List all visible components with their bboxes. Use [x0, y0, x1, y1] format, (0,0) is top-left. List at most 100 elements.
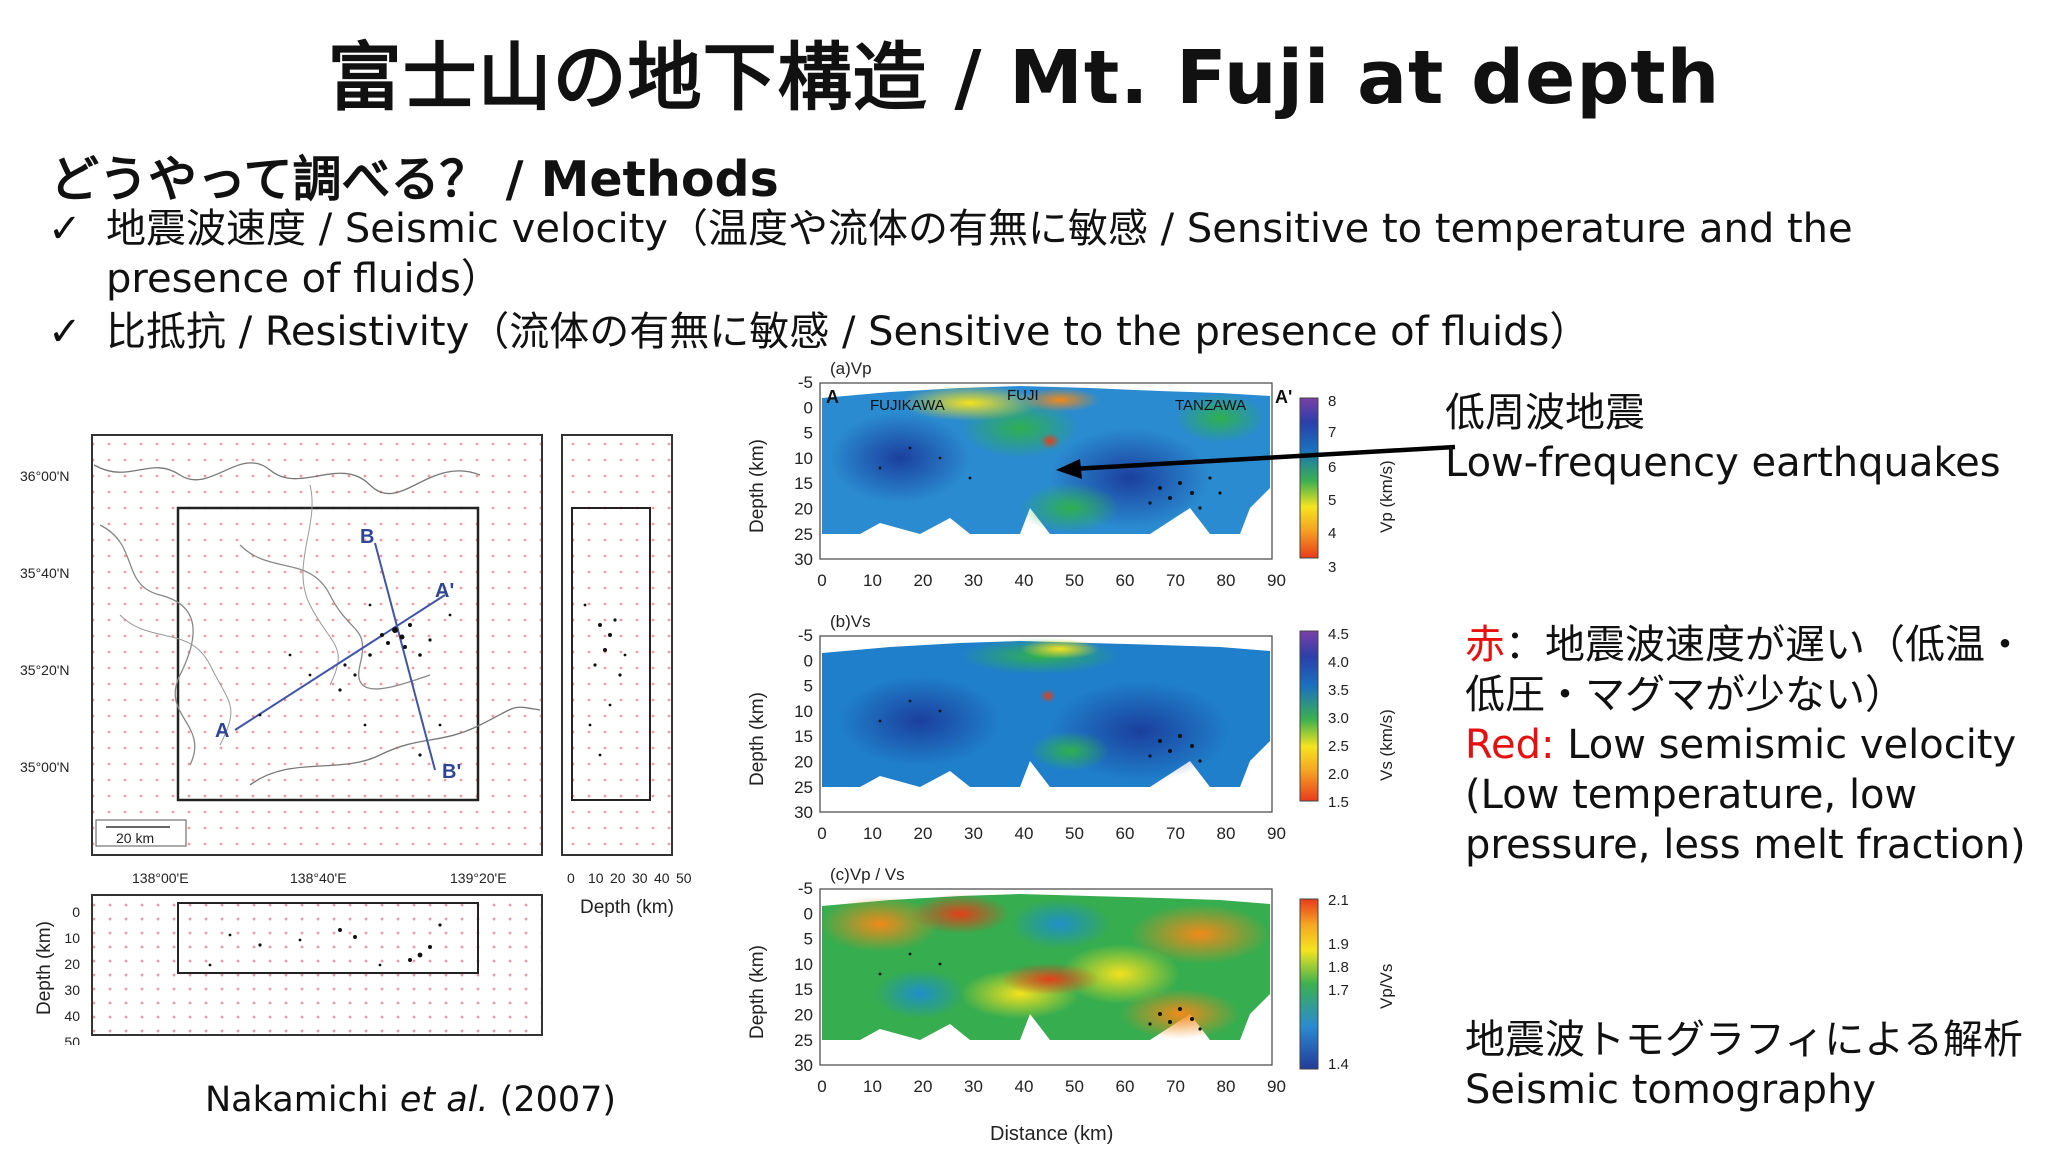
colorbar-label: Vp (km/s): [1377, 460, 1395, 533]
depth-tick: 5: [804, 424, 813, 443]
distance-tick: 30: [964, 1077, 983, 1096]
side-depth-tick: 20: [610, 870, 626, 886]
colorbar-tick: 1.4: [1328, 1056, 1349, 1073]
depth-tick: 0: [804, 651, 813, 670]
bottom-depth-tick: 30: [64, 982, 80, 998]
lon-label: 139°20'E: [450, 870, 507, 886]
bullet-seismic-velocity: ✓ 地震波速度 / Seismic velocity（温度や流体の有無に敏感 /…: [48, 204, 2008, 304]
distance-tick: 60: [1116, 824, 1135, 843]
colorbar-tick: 1.5: [1328, 794, 1349, 811]
distance-tick: 50: [1065, 824, 1084, 843]
ylabel-panel-c: Depth (km): [747, 945, 768, 1039]
map-main-panel: 20 km A A' B B' 36°00'N 35°40'N 35°20'N …: [20, 434, 543, 886]
depth-tick: 20: [794, 500, 813, 519]
distance-tick: 50: [1065, 571, 1084, 590]
lat-label: 36°00'N: [20, 468, 70, 484]
depth-tick: 10: [794, 702, 813, 721]
ylabel-panel-b: Depth (km): [747, 692, 768, 786]
distance-xlabel: Distance (km): [990, 1123, 1113, 1145]
depth-tick: 5: [804, 930, 813, 949]
depth-tick: 5: [804, 677, 813, 696]
panel-label: (b)Vs: [830, 612, 871, 631]
depth-tick: -5: [798, 373, 813, 392]
bullet-text: 地震波速度 / Seismic velocity（温度や流体の有無に敏感 / S…: [106, 206, 1853, 302]
distance-tick: 80: [1217, 571, 1236, 590]
side-depth-tick: 30: [632, 870, 648, 886]
epicenter-map-figure: 20 km A A' B B' 36°00'N 35°40'N 35°20'N …: [20, 434, 692, 1045]
distance-tick: 80: [1217, 1077, 1236, 1096]
place-label-fuji: FUJI: [1007, 387, 1039, 404]
side-depth-tick: 0: [567, 870, 575, 886]
checkmark-icon: ✓: [48, 309, 82, 355]
distance-tick: 10: [863, 571, 882, 590]
point-A-prime-label: A': [435, 580, 454, 602]
depth-tick: 20: [794, 1006, 813, 1025]
distance-tick: 20: [914, 571, 933, 590]
panel-label: (c)Vp / Vs: [830, 865, 905, 884]
tomography-annotation-en: Seismic tomography: [1465, 1067, 1877, 1113]
distance-tick: 30: [964, 571, 983, 590]
map-bottom-depth-panel: 0 10 20 30 40 50 Depth (km): [34, 894, 543, 1045]
point-B-label: B: [360, 526, 374, 548]
distance-tick: 70: [1166, 571, 1185, 590]
point-B-prime-label: B': [442, 761, 461, 783]
distance-tick: 10: [863, 1077, 882, 1096]
lf-pointer-arrow: [1056, 444, 1456, 479]
panel-vpvs: (c)Vp / Vs 2.1 1.9 1.8 1.7 1.4 Vp/Vs: [819, 865, 1395, 1073]
tomography-figure: (a)Vp A A' FUJIKAWA FUJI TANZAWA 8 7 6 5…: [747, 359, 1395, 1145]
methods-heading: どうやって調べる？ / Methods: [50, 151, 779, 208]
distance-tick: 90: [1267, 1077, 1286, 1096]
bottom-depth-tick: 50: [64, 1034, 80, 1045]
distance-tick: 60: [1116, 571, 1135, 590]
colorbar-tick: 4.0: [1328, 654, 1349, 671]
distance-tick: 0: [817, 1077, 826, 1096]
red-annotation: 赤：地震波速度が遅い（低温・低圧・マグマが少ない） Red: Low semis…: [1465, 620, 2043, 870]
colorbar-tick: 1.8: [1328, 959, 1349, 976]
red-label-en: Red:: [1465, 722, 1555, 768]
lon-label: 138°00'E: [132, 870, 189, 886]
depth-tick: 25: [794, 525, 813, 544]
colorbar-tick: 3.5: [1328, 682, 1349, 699]
colorbar-tick: 7: [1328, 424, 1336, 441]
lat-label: 35°40'N: [20, 565, 70, 581]
colorbar-tick: 2.0: [1328, 766, 1349, 783]
bottom-depth-tick: 0: [72, 904, 80, 920]
depth-tick: 20: [794, 753, 813, 772]
profile-end-label: A': [1275, 387, 1292, 407]
panel-label: (a)Vp: [830, 359, 872, 378]
colorbar-tick: 4: [1328, 525, 1336, 542]
side-depth-tick: 40: [654, 870, 670, 886]
depth-tick: 10: [794, 449, 813, 468]
scale-label: 20 km: [116, 830, 154, 846]
bottom-depth-tick: 20: [64, 956, 80, 972]
citation-year: (2007): [499, 1080, 617, 1120]
distance-tick: 50: [1065, 1077, 1084, 1096]
depth-tick: -5: [798, 626, 813, 645]
distance-tick: 90: [1267, 824, 1286, 843]
lat-label: 35°20'N: [20, 662, 70, 678]
depth-tick: 0: [804, 398, 813, 417]
place-label-tanzawa: TANZAWA: [1175, 397, 1246, 414]
distance-tick: 30: [964, 824, 983, 843]
distance-tick: 10: [863, 824, 882, 843]
red-label-jp: 赤: [1465, 622, 1505, 668]
colorbar-label: Vs (km/s): [1377, 709, 1395, 781]
distance-tick: 40: [1015, 1077, 1034, 1096]
distance-tick: 0: [817, 824, 826, 843]
side-depth-xlabel: Depth (km): [580, 897, 674, 918]
bullet-resistivity: ✓ 比抵抗 / Resistivity（流体の有無に敏感 / Sensitive…: [48, 307, 2008, 357]
colorbar-tick: 5: [1328, 492, 1336, 509]
colorbar-tick: 4.5: [1328, 626, 1349, 643]
distance-tick: 60: [1116, 1077, 1135, 1096]
distance-tick: 70: [1166, 1077, 1185, 1096]
depth-axes: -5 0 5 10 15 20 25 30 -5 0 5 10 15 20 25 30 -5 0 5 10 15 20 25…: [794, 373, 813, 1075]
colorbar-tick: 2.5: [1328, 738, 1349, 755]
side-depth-tick: 50: [676, 870, 692, 886]
lf-annotation-en: Low-frequency earthquakes: [1445, 440, 2001, 486]
distance-tick: 0: [817, 571, 826, 590]
colorbar-tick: 1.7: [1328, 982, 1349, 999]
profile-start-label: A: [826, 387, 839, 407]
checkmark-icon: ✓: [48, 206, 82, 252]
depth-tick: 30: [794, 550, 813, 569]
depth-tick: 15: [794, 980, 813, 999]
